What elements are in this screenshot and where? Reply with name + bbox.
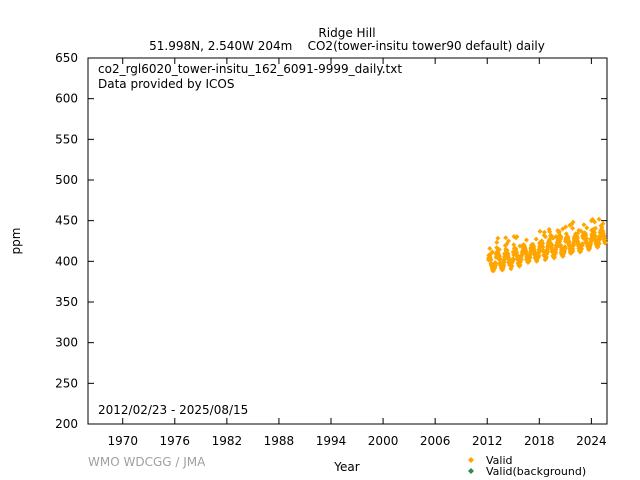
- data-point: [570, 225, 576, 231]
- y-tick-label: 250: [55, 376, 78, 390]
- x-axis-label: Year: [333, 460, 359, 474]
- y-tick-label: 600: [55, 92, 78, 106]
- data-point: [600, 221, 606, 227]
- data-point: [497, 256, 503, 262]
- data-point: [524, 237, 529, 243]
- y-axis: 200 250 300 350 400 450 500 550 600 650: [55, 51, 607, 431]
- data-point: [533, 236, 539, 242]
- plot-frame: [87, 57, 608, 425]
- credit-label: WMO WDCGG / JMA: [88, 455, 206, 469]
- data-point: [488, 256, 494, 262]
- data-point: [514, 249, 520, 255]
- data-point: [549, 242, 555, 248]
- chart-title: Ridge Hill: [318, 26, 375, 40]
- x-tick-label: 2006: [420, 434, 451, 448]
- data-point: [540, 241, 546, 247]
- data-point: [510, 256, 516, 262]
- data-point: [570, 219, 576, 225]
- data-point: [506, 238, 511, 244]
- data-point: [496, 247, 502, 252]
- data-point: [578, 228, 584, 234]
- data-point: [536, 250, 542, 256]
- data-point: [558, 234, 564, 240]
- data-point: [592, 233, 598, 239]
- data-point: [509, 263, 515, 269]
- y-tick-label: 200: [55, 417, 78, 431]
- legend-valid-marker: [468, 457, 474, 463]
- data-point: [556, 229, 562, 234]
- data-point: [541, 229, 547, 235]
- x-axis: 1970 1976 1982 1988 1994 2000 2006 2012 2018 2024: [107, 58, 607, 448]
- legend: Valid Valid(background): [468, 454, 586, 478]
- data-point: [527, 255, 533, 260]
- data-point: [596, 241, 602, 247]
- x-tick-label: 1994: [316, 434, 347, 448]
- data-point: [599, 224, 605, 230]
- data-point: [597, 236, 603, 242]
- y-axis-label: ppm: [9, 228, 23, 255]
- file-label: co2_rgl6020_tower-insitu_162_6091-9999_d…: [98, 62, 402, 76]
- data-point: [493, 260, 499, 266]
- x-tick-label: 1988: [264, 434, 295, 448]
- data-point: [562, 245, 568, 251]
- y-tick-label: 650: [55, 51, 78, 65]
- y-tick-label: 350: [55, 295, 78, 309]
- data-point: [540, 244, 546, 250]
- data-point: [602, 240, 608, 246]
- y-tick-label: 450: [55, 214, 78, 228]
- x-tick-label: 1976: [160, 434, 191, 448]
- provider-label: Data provided by ICOS: [98, 77, 234, 91]
- data-point: [581, 222, 587, 228]
- data-point: [542, 234, 548, 240]
- data-point: [579, 246, 585, 252]
- legend-background-label: Valid(background): [486, 465, 586, 478]
- data-point: [489, 249, 495, 255]
- x-tick-label: 2012: [472, 434, 503, 448]
- data-point: [570, 246, 576, 252]
- data-point: [518, 257, 524, 263]
- data-point: [601, 233, 607, 239]
- data-point: [487, 246, 493, 251]
- data-point: [505, 251, 511, 257]
- x-tick-label: 2018: [524, 434, 555, 448]
- x-tick-label: 1970: [107, 434, 138, 448]
- data-point: [501, 263, 507, 269]
- data-point: [537, 228, 543, 234]
- chart-subtitle: 51.998N, 2.540W 204m CO2(tower-insitu to…: [149, 39, 545, 53]
- x-tick-label: 2000: [368, 434, 399, 448]
- data-point: [596, 216, 602, 222]
- data-point: [580, 241, 586, 247]
- date-range-label: 2012/02/23 - 2025/08/15: [98, 403, 248, 417]
- data-point: [494, 239, 500, 245]
- x-tick-label: 2024: [576, 434, 607, 448]
- y-tick-label: 400: [55, 254, 78, 268]
- data-point: [563, 224, 569, 230]
- y-tick-label: 500: [55, 173, 78, 187]
- data-point: [583, 235, 589, 241]
- data-point: [495, 235, 501, 241]
- data-point: [592, 219, 598, 225]
- data-point: [514, 234, 520, 240]
- data-point: [560, 253, 566, 259]
- data-point: [531, 243, 537, 249]
- y-tick-label: 300: [55, 336, 78, 350]
- data-point: [566, 242, 572, 248]
- legend-valid-label: Valid: [486, 454, 513, 467]
- data-point: [602, 236, 608, 242]
- data-point: [503, 235, 509, 241]
- data-point: [517, 262, 523, 268]
- legend-background-marker: [468, 468, 474, 474]
- x-tick-label: 1982: [212, 434, 243, 448]
- data-point: [551, 254, 557, 260]
- data-point: [584, 225, 590, 231]
- data-point: [545, 249, 551, 254]
- y-tick-label: 550: [55, 132, 78, 146]
- data-points: [486, 216, 608, 274]
- data-point: [543, 254, 549, 260]
- data-point: [593, 225, 598, 231]
- data-point: [511, 242, 517, 248]
